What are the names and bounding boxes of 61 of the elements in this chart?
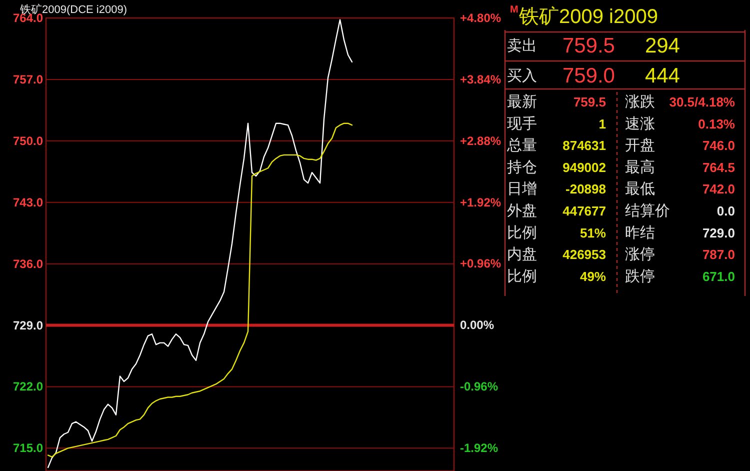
- y-tick-label: 722.0: [12, 380, 44, 394]
- text: 开盘: [625, 137, 655, 154]
- text: 日增: [507, 180, 537, 198]
- text: 跌停: [625, 268, 655, 285]
- y2-tick-label: +4.80%: [460, 11, 502, 25]
- y2-tick-label: -1.92%: [460, 440, 498, 455]
- text: 最低: [625, 180, 655, 198]
- text: 444: [644, 64, 680, 88]
- text: -20898: [566, 182, 606, 197]
- y2-tick-label: +2.88%: [460, 134, 502, 148]
- text: 铁矿2009 i2009: [518, 6, 658, 28]
- y2-tick-label: -0.96%: [460, 380, 498, 394]
- y-tick-label: 729.0: [12, 318, 44, 332]
- text: 759.5: [573, 94, 606, 110]
- text: 759.0: [562, 64, 615, 88]
- text: 764.5: [702, 160, 735, 175]
- text: 759.5: [562, 34, 615, 58]
- line-series: [47, 19, 353, 468]
- text: 742.0: [702, 182, 735, 197]
- y2-tick-label: +0.96%: [460, 256, 502, 271]
- text: 294: [644, 34, 680, 58]
- text: 持仓: [507, 158, 537, 176]
- y2-tick-label: 0.00%: [460, 318, 494, 332]
- text: 671.0: [702, 268, 735, 284]
- y-tick-label: 715.0: [12, 441, 44, 456]
- text: 787.0: [702, 247, 735, 262]
- y-tick-label: 757.0: [12, 72, 44, 86]
- text: 速涨: [625, 115, 655, 132]
- text: 0.0: [716, 204, 735, 218]
- text: 卖出: [507, 38, 537, 54]
- y2-tick-label: +3.84%: [460, 72, 502, 86]
- text: 比例: [507, 224, 537, 242]
- text: 最高: [625, 158, 655, 176]
- text: 现手: [507, 115, 537, 132]
- text: 最新: [507, 94, 537, 110]
- text: 总量: [506, 137, 537, 154]
- text: 外盘: [507, 202, 537, 220]
- y2-tick-label: +1.92%: [460, 195, 502, 210]
- text: 426953: [562, 247, 606, 262]
- line-series: [47, 122, 353, 458]
- text: 昨结: [625, 224, 655, 242]
- text: 内盘: [507, 246, 537, 264]
- text: 30.5/4.18%: [669, 94, 736, 110]
- text: 49%: [580, 268, 606, 284]
- text: 1: [598, 116, 606, 132]
- text: 买入: [507, 68, 537, 84]
- y-tick-label: 750.0: [12, 134, 44, 148]
- y-tick-label: 743.0: [12, 195, 44, 210]
- text: 涨停: [625, 246, 655, 264]
- text: M: [510, 4, 518, 16]
- text: 729.0: [702, 225, 735, 240]
- text: 746.0: [702, 138, 735, 154]
- text: 比例: [507, 268, 537, 285]
- text: 结算价: [625, 202, 670, 220]
- text: 949002: [562, 160, 606, 175]
- text: 874631: [562, 138, 606, 154]
- y-tick-label: 736.0: [12, 256, 44, 271]
- text: 447677: [562, 204, 606, 218]
- text: 涨跌: [625, 94, 655, 110]
- text: 0.13%: [698, 116, 736, 132]
- text: 51%: [580, 225, 606, 240]
